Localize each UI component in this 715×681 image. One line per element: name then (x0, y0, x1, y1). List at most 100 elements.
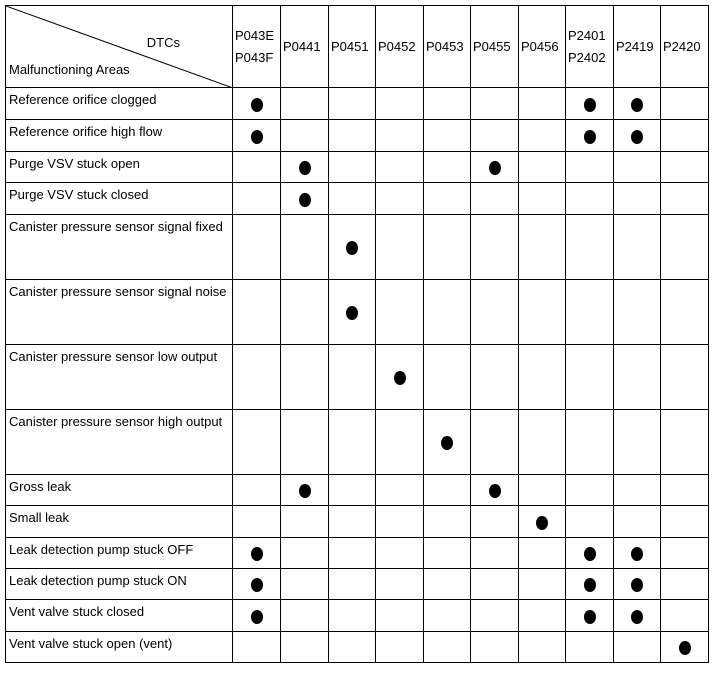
matrix-cell (328, 344, 376, 410)
matrix-cell (375, 631, 424, 663)
bullet-dot-icon (631, 547, 643, 561)
dtc-code: P0451 (331, 38, 369, 54)
malfunctioning-areas-label: Malfunctioning Areas (9, 62, 130, 77)
bullet-dot-icon (298, 484, 311, 498)
matrix-cell (423, 151, 471, 183)
matrix-cell (565, 182, 614, 215)
matrix-cell (518, 409, 566, 475)
matrix-cell (660, 344, 709, 410)
matrix-cell (565, 537, 614, 569)
matrix-cell (232, 409, 281, 475)
malfunction-area-label: Purge VSV stuck closed (5, 182, 233, 215)
matrix-cell (613, 344, 661, 410)
bullet-dot-icon (393, 371, 406, 385)
matrix-cell (518, 599, 566, 632)
matrix-cell (518, 474, 566, 506)
malfunction-area-label: Leak detection pump stuck ON (5, 568, 233, 600)
matrix-cell (613, 182, 661, 215)
matrix-cell (280, 151, 329, 183)
matrix-cell (232, 344, 281, 410)
matrix-cell (613, 214, 661, 280)
matrix-cell (280, 344, 329, 410)
dtc-column-header: P0455 (470, 5, 519, 88)
matrix-cell (375, 214, 424, 280)
matrix-cell (232, 87, 281, 120)
matrix-cell (328, 505, 376, 538)
matrix-cell (518, 279, 566, 345)
matrix-cell (518, 505, 566, 538)
matrix-cell (232, 505, 281, 538)
matrix-cell (518, 119, 566, 152)
matrix-cell (280, 474, 329, 506)
matrix-cell (423, 214, 471, 280)
malfunction-area-label: Leak detection pump stuck OFF (5, 537, 233, 569)
dtc-code: P2420 (663, 38, 701, 54)
matrix-cell (328, 474, 376, 506)
dtc-code: P043F (235, 49, 274, 65)
diagonal-divider (6, 6, 233, 88)
matrix-cell (328, 279, 376, 345)
table-row: Canister pressure sensor high output (5, 409, 709, 475)
malfunction-area-label: Reference orifice clogged (5, 87, 233, 120)
malfunction-area-label: Small leak (5, 505, 233, 538)
matrix-cell (470, 87, 519, 120)
matrix-cell (423, 474, 471, 506)
matrix-cell (613, 599, 661, 632)
matrix-cell (328, 182, 376, 215)
bullet-dot-icon (631, 129, 643, 144)
matrix-cell (518, 568, 566, 600)
matrix-cell (565, 409, 614, 475)
matrix-cell (375, 182, 424, 215)
bullet-dot-icon (441, 436, 453, 450)
matrix-cell (280, 631, 329, 663)
matrix-cell (660, 474, 709, 506)
matrix-cell (423, 409, 471, 475)
bullet-dot-icon (631, 609, 643, 624)
matrix-cell (613, 537, 661, 569)
dtc-code: P0452 (378, 38, 416, 54)
matrix-cell (470, 344, 519, 410)
malfunction-area-label: Canister pressure sensor signal fixed (5, 214, 233, 280)
matrix-cell (375, 505, 424, 538)
table-row: Vent valve stuck open (vent) (5, 631, 709, 663)
dtc-code: P0453 (426, 38, 464, 54)
malfunction-area-label: Canister pressure sensor signal noise (5, 279, 233, 345)
bullet-dot-icon (631, 578, 643, 592)
matrix-cell (565, 631, 614, 663)
table-row: Reference orifice high flow (5, 119, 709, 152)
matrix-cell (565, 119, 614, 152)
matrix-cell (518, 87, 566, 120)
matrix-cell (613, 151, 661, 183)
matrix-cell (660, 119, 709, 152)
matrix-cell (660, 537, 709, 569)
bullet-dot-icon (250, 578, 263, 592)
matrix-cell (470, 279, 519, 345)
dtc-code: P043E (235, 27, 275, 43)
matrix-cell (518, 214, 566, 280)
matrix-cell (660, 409, 709, 475)
malfunction-area-label: Canister pressure sensor high output (5, 409, 233, 475)
matrix-cell (280, 505, 329, 538)
matrix-cell (280, 214, 329, 280)
table-row: Canister pressure sensor low output (5, 344, 709, 410)
table-row: Canister pressure sensor signal noise (5, 279, 709, 345)
bullet-dot-icon (346, 241, 358, 255)
dtc-code: P2401 (568, 27, 606, 43)
matrix-cell (280, 568, 329, 600)
matrix-cell (280, 119, 329, 152)
matrix-cell (565, 151, 614, 183)
matrix-cell (660, 182, 709, 215)
matrix-cell (613, 505, 661, 538)
matrix-cell (280, 279, 329, 345)
matrix-cell (328, 151, 376, 183)
matrix-cell (423, 279, 471, 345)
matrix-cell (565, 214, 614, 280)
matrix-cell (232, 568, 281, 600)
bullet-dot-icon (583, 609, 596, 624)
matrix-cell (328, 631, 376, 663)
matrix-cell (423, 182, 471, 215)
matrix-cell (375, 87, 424, 120)
matrix-cell (280, 537, 329, 569)
bullet-dot-icon (250, 97, 263, 112)
matrix-cell (660, 631, 709, 663)
